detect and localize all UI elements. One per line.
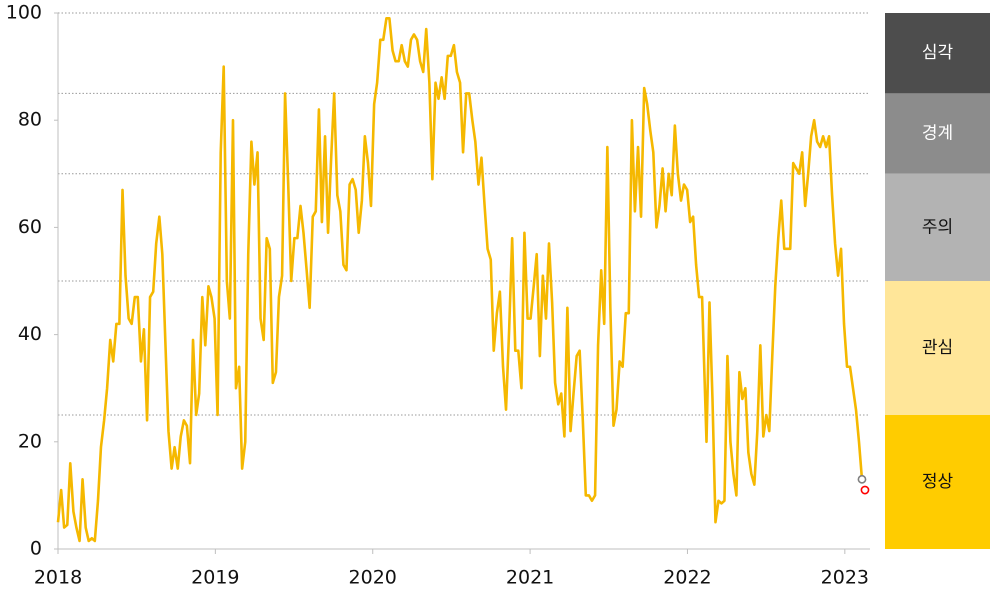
stage-band bbox=[885, 281, 990, 415]
stage-label: 주의 bbox=[922, 217, 953, 237]
stage-band bbox=[885, 13, 990, 94]
stage-band bbox=[885, 173, 990, 281]
point-marker bbox=[860, 485, 870, 495]
stage-label: 정상 bbox=[922, 472, 954, 492]
y-tick-label: 60 bbox=[18, 216, 42, 238]
point-marker bbox=[857, 474, 867, 484]
y-tick-label: 80 bbox=[18, 109, 42, 131]
stage-label: 경계 bbox=[922, 124, 953, 144]
stage-band bbox=[885, 93, 990, 174]
data-line bbox=[56, 17, 864, 543]
x-tick-label: 2023 bbox=[821, 567, 869, 589]
y-tick-label: 20 bbox=[18, 430, 42, 452]
x-tick-label: 2021 bbox=[506, 567, 554, 589]
x-tick-label: 2020 bbox=[349, 567, 397, 589]
y-tick-label: 0 bbox=[30, 538, 42, 560]
x-tick-label: 2018 bbox=[34, 567, 82, 589]
y-tick-label: 40 bbox=[18, 323, 42, 345]
stage-band bbox=[885, 415, 990, 549]
stage-label: 관심 bbox=[922, 338, 953, 358]
stage-label: 심각 bbox=[922, 43, 954, 63]
x-tick-label: 2019 bbox=[191, 567, 239, 589]
x-tick-label: 2022 bbox=[663, 567, 711, 589]
y-tick-label: 100 bbox=[6, 2, 42, 24]
